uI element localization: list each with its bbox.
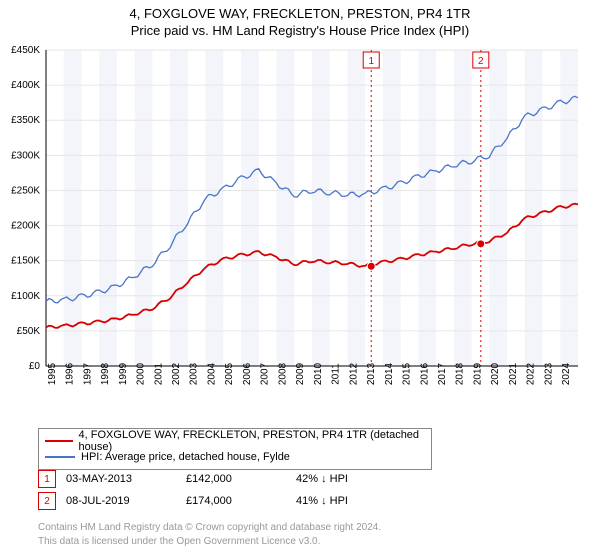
titles: 4, FOXGLOVE WAY, FRECKLETON, PRESTON, PR… bbox=[0, 0, 600, 38]
transaction-rows: 1 03-MAY-2013 £142,000 42% ↓ HPI 2 08-JU… bbox=[38, 468, 396, 512]
title-line-2: Price paid vs. HM Land Registry's House … bbox=[0, 23, 600, 38]
marker-badge-1: 1 bbox=[38, 470, 56, 488]
legend-swatch-series1 bbox=[45, 440, 73, 442]
footer-line-1: Contains HM Land Registry data © Crown c… bbox=[38, 521, 381, 535]
transaction-pct-2: 41% ↓ HPI bbox=[296, 495, 396, 507]
legend: 4, FOXGLOVE WAY, FRECKLETON, PRESTON, PR… bbox=[38, 428, 432, 470]
transaction-price-2: £174,000 bbox=[186, 495, 296, 507]
transaction-price-1: £142,000 bbox=[186, 473, 296, 485]
svg-text:£350K: £350K bbox=[11, 115, 40, 126]
chart-area: £0£50K£100K£150K£200K£250K£300K£350K£400… bbox=[38, 46, 586, 406]
svg-text:£250K: £250K bbox=[11, 185, 40, 196]
legend-label-series1: 4, FOXGLOVE WAY, FRECKLETON, PRESTON, PR… bbox=[79, 429, 425, 453]
svg-text:1: 1 bbox=[368, 56, 374, 67]
transaction-row-2: 2 08-JUL-2019 £174,000 41% ↓ HPI bbox=[38, 490, 396, 512]
svg-text:£50K: £50K bbox=[17, 326, 41, 337]
transaction-row-1: 1 03-MAY-2013 £142,000 42% ↓ HPI bbox=[38, 468, 396, 490]
svg-text:£450K: £450K bbox=[11, 45, 40, 56]
svg-text:£0: £0 bbox=[29, 361, 41, 372]
legend-swatch-series2 bbox=[45, 456, 75, 458]
transaction-pct-1: 42% ↓ HPI bbox=[296, 473, 396, 485]
svg-text:£300K: £300K bbox=[11, 150, 40, 161]
svg-text:£150K: £150K bbox=[11, 256, 40, 267]
footer: Contains HM Land Registry data © Crown c… bbox=[38, 521, 381, 548]
marker-badge-2: 2 bbox=[38, 492, 56, 510]
title-line-1: 4, FOXGLOVE WAY, FRECKLETON, PRESTON, PR… bbox=[0, 6, 600, 21]
legend-label-series2: HPI: Average price, detached house, Fyld… bbox=[81, 451, 290, 463]
line-chart: £0£50K£100K£150K£200K£250K£300K£350K£400… bbox=[38, 46, 586, 406]
footer-line-2: This data is licensed under the Open Gov… bbox=[38, 535, 381, 549]
transaction-date-2: 08-JUL-2019 bbox=[66, 495, 186, 507]
legend-row-1: 4, FOXGLOVE WAY, FRECKLETON, PRESTON, PR… bbox=[45, 433, 425, 449]
svg-text:£400K: £400K bbox=[11, 80, 40, 91]
svg-text:2: 2 bbox=[478, 56, 484, 67]
svg-text:£100K: £100K bbox=[11, 291, 40, 302]
transaction-date-1: 03-MAY-2013 bbox=[66, 473, 186, 485]
chart-container: 4, FOXGLOVE WAY, FRECKLETON, PRESTON, PR… bbox=[0, 0, 600, 560]
svg-text:£200K: £200K bbox=[11, 221, 40, 232]
